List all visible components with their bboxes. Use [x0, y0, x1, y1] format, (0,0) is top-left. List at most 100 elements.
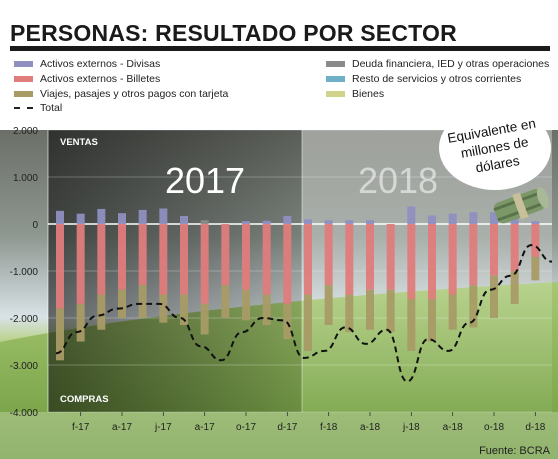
bar-segment-0-3 — [118, 213, 126, 224]
period-2017-shade — [48, 130, 302, 412]
source-note: Fuente: BCRA — [479, 445, 550, 457]
legend-label-2: Activos externos - Billetes — [40, 73, 161, 85]
bar-segment-2-6 — [180, 224, 188, 295]
bar-segment-2-5 — [159, 224, 168, 295]
title-rule — [10, 46, 550, 51]
bar-segment-4-11 — [283, 303, 292, 340]
bar-segment-2-4 — [138, 224, 147, 286]
legend-swatch-5 — [326, 91, 345, 97]
bar-segment-4-7 — [200, 303, 209, 335]
axes: 2.000 1.000 0 -1.000 -2.000 -3.000 -4.000 f-17 a… — [10, 126, 552, 433]
compras-label: COMPRAS — [60, 394, 109, 405]
money-roll-icon — [493, 187, 549, 224]
legend-item-4: Viajes, pasajes y otros pagos con tarjet… — [14, 88, 228, 100]
legend-label-4: Viajes, pasajes y otros pagos con tarjet… — [40, 88, 229, 100]
bar-segment-2-3 — [118, 224, 126, 290]
bar-segment-0-9 — [242, 221, 250, 224]
x-tick-label: a-18 — [443, 422, 463, 433]
bar-segment-2-10 — [262, 224, 271, 295]
bar-segment-2-23 — [531, 224, 540, 257]
legend-item-2: Activos externos - Billetes — [14, 73, 160, 85]
bar-segment-2-21 — [490, 224, 498, 276]
bar-segment-2-14 — [345, 224, 354, 295]
legend-item-0: Activos externos - Divisas — [14, 58, 160, 70]
total-line — [55, 244, 553, 383]
bar-segment-2-2 — [97, 224, 106, 295]
bar-segment-2-1 — [76, 224, 85, 304]
bar-segment-4-18 — [428, 299, 436, 342]
legend-swatch-2 — [14, 76, 33, 82]
bar-segment-0-0 — [56, 210, 64, 224]
bar-segment-2-8 — [221, 224, 230, 286]
bar-segment-0-18 — [428, 215, 436, 224]
bar-segment-4-17 — [407, 299, 416, 351]
x-tick-label: o-18 — [484, 422, 504, 433]
total-line-path — [55, 244, 553, 383]
legend-swatch-4 — [14, 91, 33, 97]
legend-swatch-0 — [14, 61, 33, 67]
legend-item-5: Bienes — [326, 88, 384, 100]
bar-segment-4-6 — [180, 294, 188, 326]
bar-segment-4-20 — [469, 285, 478, 328]
period-label-2018: 2018 — [358, 160, 438, 201]
legend-label-3: Resto de servicios y otros corrientes — [352, 73, 522, 85]
x-tick-label: f-18 — [320, 422, 338, 433]
x-tick-label: a-17 — [195, 422, 215, 433]
x-tick-label: a-18 — [360, 422, 380, 433]
y-tick-label: 1.000 — [13, 173, 38, 184]
bar-segment-0-6 — [180, 216, 188, 224]
bar-segment-2-18 — [428, 224, 436, 300]
bar-segment-4-23 — [531, 256, 540, 281]
legend-label-5: Bienes — [352, 88, 385, 100]
bar-segment-0-23 — [531, 221, 540, 224]
bar-segment-4-12 — [304, 294, 312, 351]
bar-segment-0-11 — [283, 216, 292, 224]
x-tick-label: d-17 — [277, 422, 297, 433]
bar-segment-2-17 — [407, 224, 416, 300]
bar-segment-0-20 — [469, 212, 478, 224]
legend-swatch-1 — [326, 61, 345, 67]
bar-segment-2-9 — [242, 224, 250, 290]
chart-title: PERSONAS: RESULTADO POR SECTOR — [10, 20, 457, 46]
bar-segment-4-13 — [324, 285, 333, 326]
x-tick-label: o-17 — [236, 422, 256, 433]
annotation-ellipse — [439, 106, 551, 190]
bar-segment-0-13 — [324, 220, 333, 224]
x-tick-label: f-17 — [72, 422, 90, 433]
bar-segment-4-21 — [490, 275, 498, 318]
bar-segment-4-22 — [510, 271, 519, 304]
bar-segment-2-13 — [324, 224, 333, 286]
legend-label-0: Activos externos - Divisas — [40, 58, 161, 70]
bar-segment-0-12 — [304, 219, 312, 224]
x-tick-label: a-17 — [112, 422, 132, 433]
legend-item-total: Total — [14, 102, 62, 114]
bar-segment-0-1 — [76, 213, 85, 224]
bar-segment-4-2 — [97, 294, 106, 330]
x-axis-band — [0, 412, 558, 459]
bar-segment-2-16 — [386, 224, 395, 290]
bar-segment-4-5 — [159, 294, 168, 323]
y-tick-label: -3.000 — [10, 361, 39, 372]
bar-segment-4-15 — [366, 289, 374, 330]
bar-segment-4-14 — [345, 294, 354, 333]
bar-segment-4-19 — [448, 294, 457, 330]
bar-segment-4-8 — [221, 285, 230, 318]
bar-segment-4-1 — [76, 303, 85, 342]
bar-segment-0-19 — [448, 213, 457, 224]
background-photo — [0, 130, 558, 459]
bar-segment-4-3 — [118, 289, 126, 318]
x-tick-label: j-17 — [154, 422, 172, 433]
bar-segment-2-19 — [448, 224, 457, 295]
legend-item-3: Resto de servicios y otros corrientes — [326, 73, 521, 85]
bar-segment-0-14 — [345, 220, 354, 224]
bar-segment-2-7 — [200, 224, 209, 304]
bar-segment-2-11 — [283, 224, 292, 304]
legend-item-1: Deuda financiera, IED y otras operacione… — [326, 58, 549, 70]
bar-segment-0-2 — [97, 208, 106, 224]
legend-swatch-3 — [326, 76, 345, 82]
x-tick-label: d-18 — [525, 422, 545, 433]
bar-segment-4-10 — [262, 294, 271, 326]
